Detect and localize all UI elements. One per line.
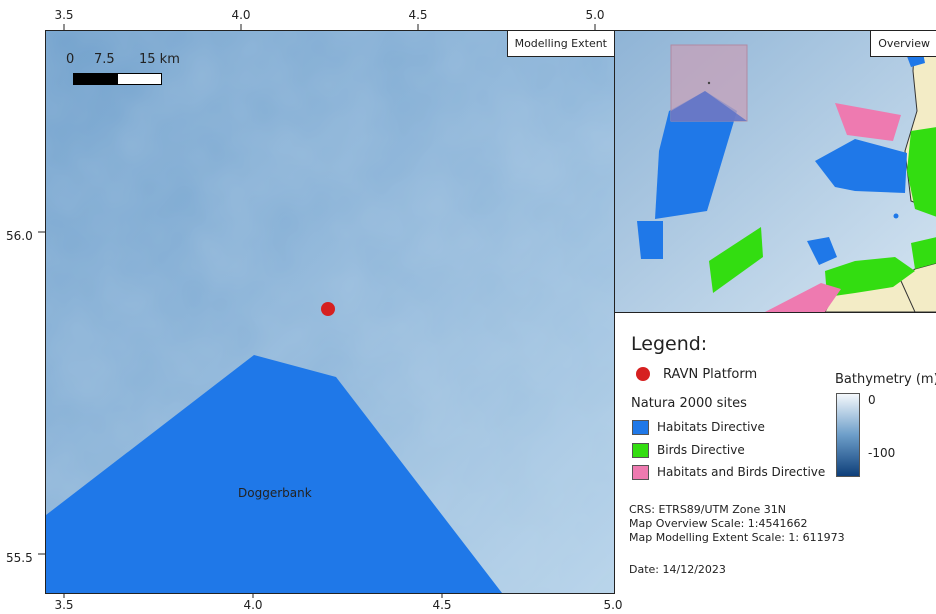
extent-scale-text: Map Modelling Extent Scale: 1: 611973: [629, 531, 845, 544]
date-text: Date: 14/12/2023: [629, 563, 726, 576]
platform-legend-symbol: [636, 367, 650, 381]
x-tick-top: 4.0: [231, 8, 251, 22]
overview-map-graphic: [615, 31, 936, 312]
both-label: Habitats and Birds Directive: [657, 465, 826, 479]
x-tick-bottom: 5.0: [603, 598, 623, 612]
crs-text: CRS: ETRS89/UTM Zone 31N: [629, 503, 786, 516]
habitats-label: Habitats Directive: [657, 420, 765, 434]
natura-heading: Natura 2000 sites: [631, 396, 747, 411]
scalebar-black: [73, 73, 119, 85]
legend-panel: Legend: RAVN Platform Natura 2000 sites …: [614, 312, 936, 593]
x-tick-bottom: 3.5: [54, 598, 74, 612]
ravn-platform-marker[interactable]: [320, 301, 336, 317]
x-tick-bottom: 4.0: [243, 598, 263, 612]
doggerbank-label: Doggerbank: [238, 486, 312, 500]
modelling-extent-map[interactable]: Doggerbank 0 7.5 15 km Modelling Extent: [45, 30, 615, 594]
overview-title: Overview: [870, 31, 936, 57]
birds-label: Birds Directive: [657, 443, 745, 457]
y-tick-left: 56.0: [6, 229, 33, 243]
x-tick-top: 3.5: [54, 8, 74, 22]
scalebar-white: [117, 73, 162, 85]
y-tick-left: 55.5: [6, 551, 33, 565]
overview-scale-text: Map Overview Scale: 1:4541662: [629, 517, 808, 530]
modelling-extent-title: Modelling Extent: [506, 31, 614, 57]
x-tick-top: 5.0: [585, 8, 605, 22]
bathymetry-title: Bathymetry (m): [835, 372, 936, 387]
scalebar-label-mid: 7.5: [94, 52, 115, 67]
legend-heading: Legend:: [631, 333, 708, 355]
x-tick-bottom: 4.5: [432, 598, 452, 612]
doggerbank-polygon[interactable]: [46, 31, 614, 593]
birds-swatch: [632, 443, 649, 458]
bathymetry-min: -100: [868, 446, 896, 460]
scalebar-label-0: 0: [66, 52, 75, 67]
overview-map[interactable]: Overview: [614, 30, 936, 313]
platform-legend-label: RAVN Platform: [663, 367, 758, 382]
scalebar-label-end: 15 km: [139, 52, 180, 67]
bathymetry-colorbar: [836, 393, 860, 477]
bathymetry-max: 0: [868, 393, 876, 407]
habitats-swatch: [632, 420, 649, 435]
both-swatch: [632, 465, 649, 480]
x-tick-top: 4.5: [408, 8, 428, 22]
